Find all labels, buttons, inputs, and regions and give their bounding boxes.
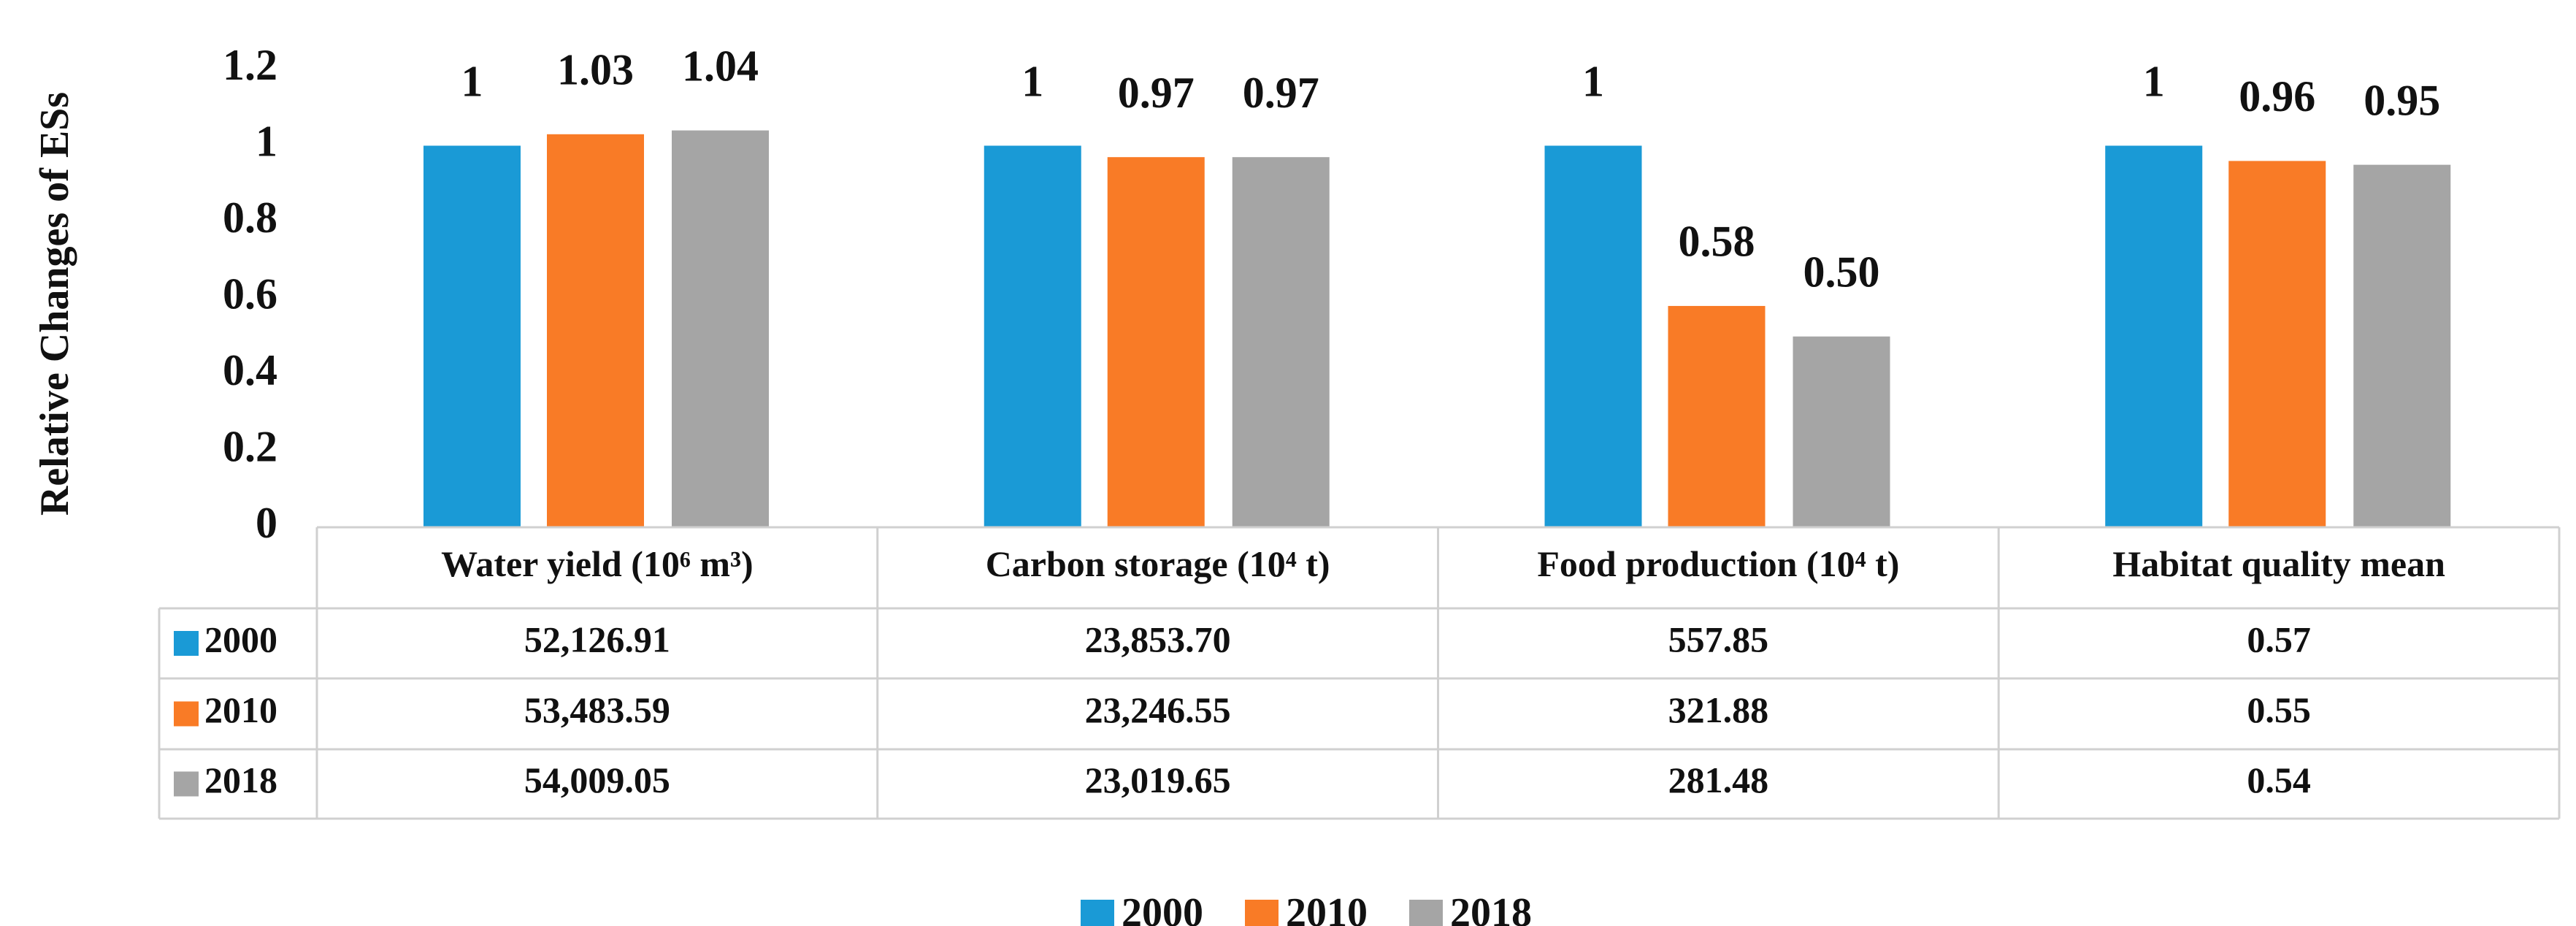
bar	[984, 145, 1081, 527]
y-tick-label: 0.2	[223, 422, 277, 470]
value-label: 1	[1582, 57, 1604, 105]
bar	[2228, 161, 2326, 527]
table-cell: 321.88	[1668, 689, 1769, 730]
table-row-header: 2010	[204, 689, 277, 730]
value-label: 1	[461, 57, 483, 105]
category-label: Water yield (10⁶ m³)	[441, 543, 754, 584]
y-tick-label: 0.6	[223, 269, 277, 318]
value-label: 1.03	[557, 46, 634, 94]
table-cell: 23,019.65	[1085, 759, 1231, 800]
table-row-header: 2018	[204, 759, 277, 800]
bar	[423, 145, 521, 527]
category-label: Carbon storage (10⁴ t)	[986, 543, 1330, 584]
legend-label: 2000	[1122, 890, 1203, 926]
category-label: Food production (10⁴ t)	[1537, 543, 1899, 584]
table-cell: 23,246.55	[1085, 689, 1231, 730]
table-cell: 0.57	[2247, 619, 2311, 659]
bar	[2353, 164, 2451, 527]
value-label: 0.97	[1118, 69, 1195, 117]
y-tick-label: 0	[256, 499, 277, 547]
value-label: 0.96	[2239, 72, 2315, 120]
table-cell: 23,853.70	[1085, 619, 1231, 659]
legend-marker	[1081, 900, 1114, 926]
table-cell: 281.48	[1668, 759, 1769, 800]
table-cell: 0.54	[2247, 759, 2311, 800]
value-label: 1.04	[682, 42, 759, 90]
table-cell: 53,483.59	[524, 689, 670, 730]
legend-marker	[1409, 900, 1443, 926]
table-legend-marker	[174, 771, 199, 797]
legend-marker	[1245, 900, 1279, 926]
table-cell: 54,009.05	[524, 759, 670, 800]
y-tick-label: 1.2	[223, 41, 277, 89]
y-tick-label: 1	[256, 117, 277, 165]
bar	[1232, 157, 1330, 528]
value-label: 1	[1021, 57, 1043, 105]
y-tick-label: 0.4	[223, 346, 277, 394]
y-axis-title: Relative Changes of ESs	[32, 92, 77, 516]
table-legend-marker	[174, 631, 199, 656]
bar	[672, 130, 769, 528]
bar	[1668, 305, 1766, 527]
value-label: 1	[2143, 57, 2165, 105]
legend-label: 2018	[1450, 890, 1532, 926]
table-cell: 0.55	[2247, 689, 2311, 730]
bar	[1107, 157, 1205, 528]
y-tick-label: 0.8	[223, 194, 277, 242]
value-label: 0.97	[1243, 69, 1319, 117]
bar	[1793, 336, 1890, 527]
bar	[547, 134, 644, 527]
category-label: Habitat quality mean	[2112, 543, 2445, 584]
value-label: 0.58	[1679, 218, 1755, 266]
table-cell: 557.85	[1668, 619, 1769, 659]
legend-label: 2010	[1286, 890, 1368, 926]
bar	[1544, 145, 1642, 527]
table-legend-marker	[174, 701, 199, 727]
bar	[2105, 145, 2203, 527]
value-label: 0.95	[2364, 76, 2440, 124]
value-label: 0.50	[1803, 248, 1880, 296]
table-row-header: 2000	[204, 619, 277, 659]
table-cell: 52,126.91	[524, 619, 670, 659]
